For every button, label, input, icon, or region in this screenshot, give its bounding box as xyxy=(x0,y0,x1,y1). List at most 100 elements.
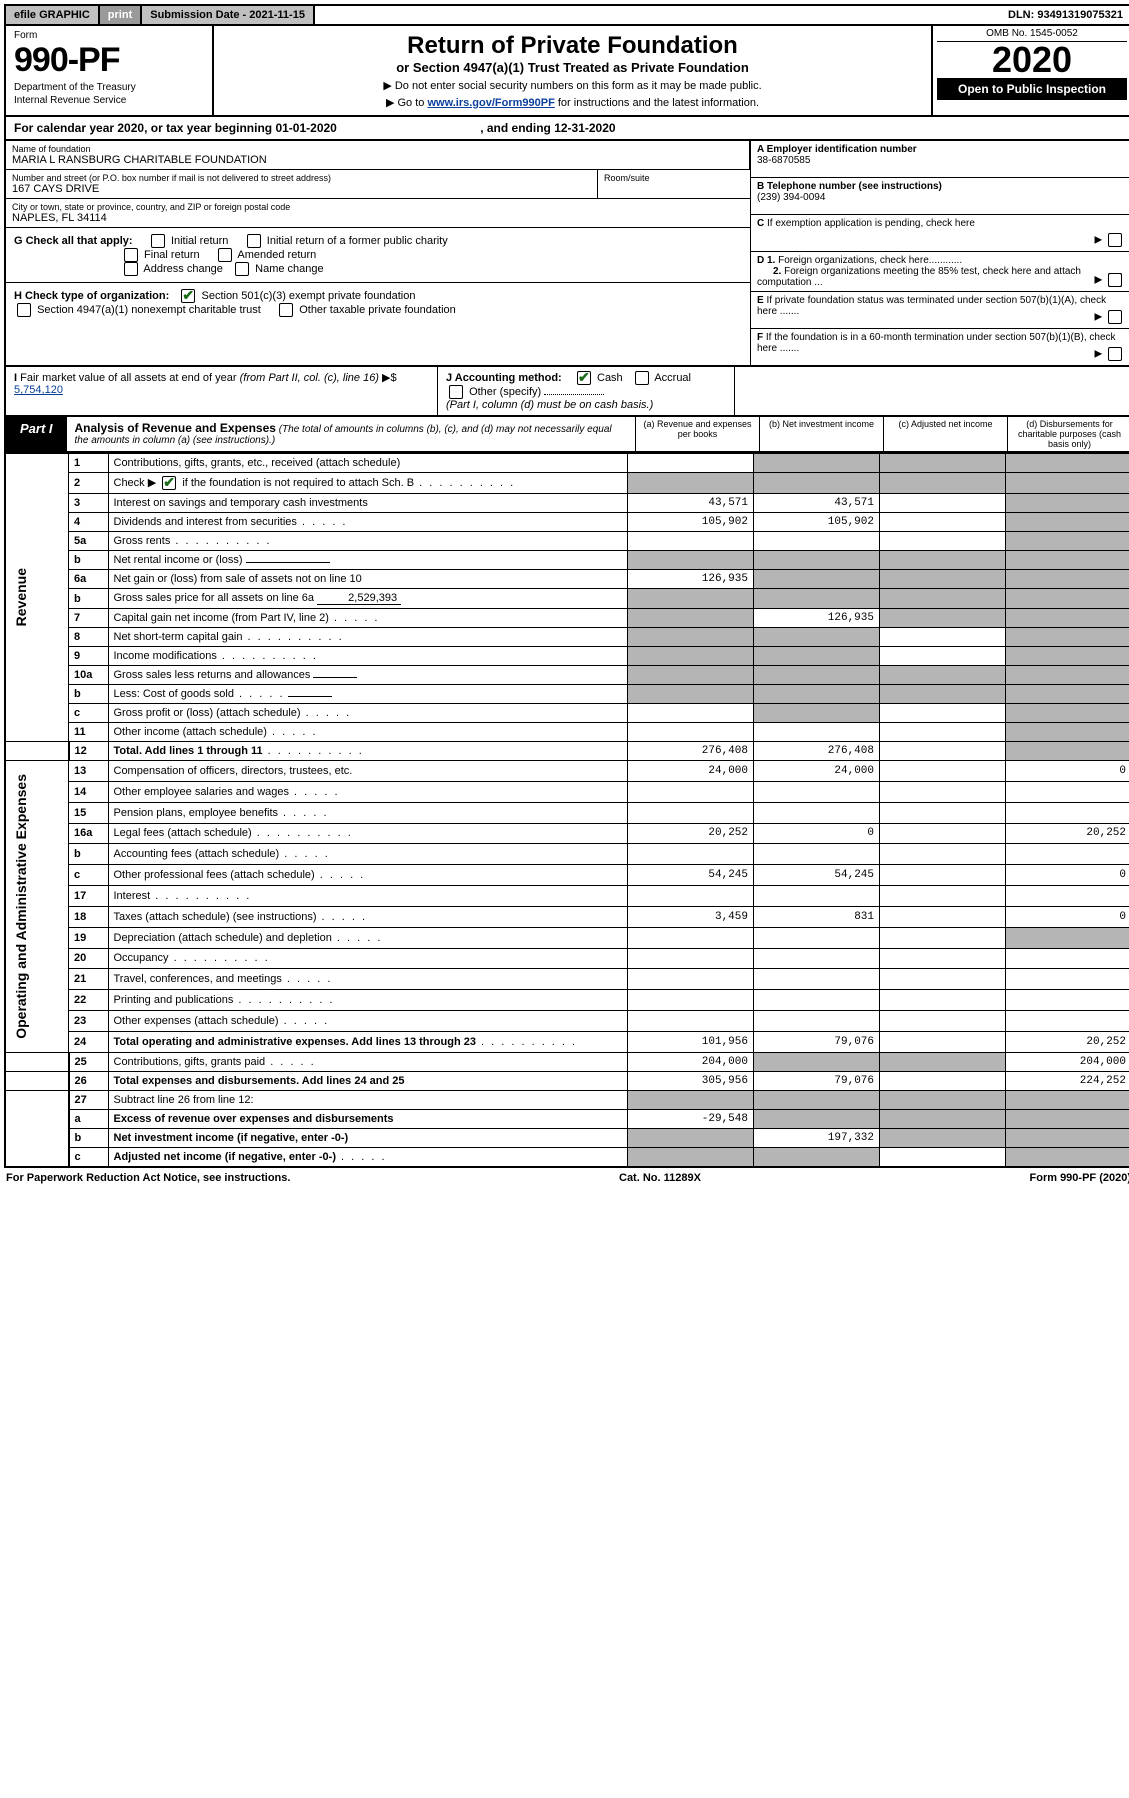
top-bar: efile GRAPHIC print Submission Date - 20… xyxy=(4,4,1129,26)
chk-name-change[interactable] xyxy=(235,262,249,276)
row-27b: bNet investment income (if negative, ent… xyxy=(5,1128,1129,1147)
phone-value: (239) 394-0094 xyxy=(757,192,1125,203)
tax-year: 2020 xyxy=(937,42,1127,78)
chk-final-return[interactable] xyxy=(124,248,138,262)
row-16a: 16aLegal fees (attach schedule)20,252020… xyxy=(5,823,1129,844)
instr-goto: ▶ Go to www.irs.gov/Form990PF for instru… xyxy=(224,96,921,109)
form-subtitle: or Section 4947(a)(1) Trust Treated as P… xyxy=(224,60,921,75)
col-c-header: (c) Adjusted net income xyxy=(883,417,1007,451)
chk-4947a1[interactable] xyxy=(17,303,31,317)
revenue-section-label: Revenue xyxy=(11,558,31,636)
form-id-footer: Form 990-PF (2020) xyxy=(1030,1172,1129,1184)
chk-address-change[interactable] xyxy=(124,262,138,276)
row-19: 19Depreciation (attach schedule) and dep… xyxy=(5,927,1129,948)
row-5a: 5aGross rents xyxy=(5,532,1129,551)
row-24: 24Total operating and administrative exp… xyxy=(5,1031,1129,1052)
irs-link[interactable]: www.irs.gov/Form990PF xyxy=(427,97,554,109)
print-button[interactable]: print xyxy=(100,6,142,24)
room-label: Room/suite xyxy=(604,173,744,183)
form-title: Return of Private Foundation xyxy=(224,32,921,60)
open-to-public: Open to Public Inspection xyxy=(937,78,1127,100)
row-10c: cGross profit or (loss) (attach schedule… xyxy=(5,704,1129,723)
part1-table: Revenue 1 Contributions, gifts, grants, … xyxy=(4,453,1129,1168)
g-check-row: G Check all that apply: Initial return I… xyxy=(6,228,750,283)
opex-section-label: Operating and Administrative Expenses xyxy=(11,764,31,1049)
part1-label: Part I xyxy=(6,417,67,451)
chk-d2-85pct[interactable] xyxy=(1108,273,1122,287)
chk-sch-b[interactable] xyxy=(162,476,176,490)
page-footer: For Paperwork Reduction Act Notice, see … xyxy=(4,1168,1129,1184)
row-7: 7Capital gain net income (from Part IV, … xyxy=(5,609,1129,628)
row-2: 2 Check ▶ if the foundation is not requi… xyxy=(5,473,1129,494)
h-check-row: H Check type of organization: Section 50… xyxy=(6,283,750,323)
row-27a: aExcess of revenue over expenses and dis… xyxy=(5,1109,1129,1128)
row-5b: bNet rental income or (loss) xyxy=(5,551,1129,570)
j-note: (Part I, column (d) must be on cash basi… xyxy=(446,399,653,411)
row-27: 27Subtract line 26 from line 12: xyxy=(5,1090,1129,1109)
form-label: Form xyxy=(14,30,204,41)
street-value: 167 CAYS DRIVE xyxy=(12,183,591,195)
row-25: 25Contributions, gifts, grants paid 204,… xyxy=(5,1052,1129,1071)
col-b-header: (b) Net investment income xyxy=(759,417,883,451)
fmv-link[interactable]: 5,754,120 xyxy=(14,384,63,396)
efile-label: efile GRAPHIC xyxy=(6,6,100,24)
chk-amended-return[interactable] xyxy=(218,248,232,262)
chk-initial-return[interactable] xyxy=(151,234,165,248)
row-11: 11Other income (attach schedule) xyxy=(5,723,1129,742)
chk-cash[interactable] xyxy=(577,371,591,385)
ein-value: 38-6870585 xyxy=(757,155,1125,166)
submission-date: Submission Date - 2021-11-15 xyxy=(142,6,315,24)
chk-accrual[interactable] xyxy=(635,371,649,385)
chk-f-60month[interactable] xyxy=(1108,347,1122,361)
dept-irs: Internal Revenue Service xyxy=(14,95,204,106)
row-9: 9Income modifications xyxy=(5,647,1129,666)
ij-block: I Fair market value of all assets at end… xyxy=(4,367,1129,417)
entity-info-grid: Name of foundation MARIA L RANSBURG CHAR… xyxy=(4,141,1129,367)
city-label: City or town, state or province, country… xyxy=(12,202,744,212)
row-18: 18Taxes (attach schedule) (see instructi… xyxy=(5,906,1129,927)
row-23: 23Other expenses (attach schedule) xyxy=(5,1011,1129,1032)
row-14: 14Other employee salaries and wages xyxy=(5,781,1129,802)
dept-treasury: Department of the Treasury xyxy=(14,82,204,93)
row-10b: bLess: Cost of goods sold xyxy=(5,685,1129,704)
row-13: Operating and Administrative Expenses 13… xyxy=(5,761,1129,782)
dln: DLN: 93491319075321 xyxy=(1000,6,1129,24)
chk-other-taxable[interactable] xyxy=(279,303,293,317)
row-17: 17Interest xyxy=(5,886,1129,907)
row-27c: cAdjusted net income (if negative, enter… xyxy=(5,1147,1129,1167)
row-4: 4Dividends and interest from securities … xyxy=(5,513,1129,532)
chk-other-method[interactable] xyxy=(449,385,463,399)
chk-initial-former[interactable] xyxy=(247,234,261,248)
ein-label: A Employer identification number xyxy=(757,144,1125,155)
row-10a: 10aGross sales less returns and allowanc… xyxy=(5,666,1129,685)
instr-no-ssn: ▶ Do not enter social security numbers o… xyxy=(224,79,921,92)
row-8: 8Net short-term capital gain xyxy=(5,628,1129,647)
row-6b: bGross sales price for all assets on lin… xyxy=(5,589,1129,609)
row-21: 21Travel, conferences, and meetings xyxy=(5,969,1129,990)
city-value: NAPLES, FL 34114 xyxy=(12,212,744,224)
phone-label: B Telephone number (see instructions) xyxy=(757,181,1125,192)
calendar-year-row: For calendar year 2020, or tax year begi… xyxy=(4,117,1129,141)
chk-c-pending[interactable] xyxy=(1108,233,1122,247)
d2-label: 2. Foreign organizations meeting the 85%… xyxy=(757,266,1081,288)
part1-title: Analysis of Revenue and Expenses xyxy=(75,421,276,435)
row-12: 12Total. Add lines 1 through 11 276,4082… xyxy=(5,742,1129,761)
name-label: Name of foundation xyxy=(12,144,743,154)
row-26: 26Total expenses and disbursements. Add … xyxy=(5,1071,1129,1090)
cat-no: Cat. No. 11289X xyxy=(619,1172,701,1184)
row-16c: cOther professional fees (attach schedul… xyxy=(5,865,1129,886)
row-6a: 6aNet gain or (loss) from sale of assets… xyxy=(5,570,1129,589)
row-22: 22Printing and publications xyxy=(5,990,1129,1011)
d1-label: D 1. Foreign organizations, check here..… xyxy=(757,255,962,266)
chk-501c3[interactable] xyxy=(181,289,195,303)
col-d-header: (d) Disbursements for charitable purpose… xyxy=(1007,417,1129,451)
row-16b: bAccounting fees (attach schedule) xyxy=(5,844,1129,865)
form-header: Form 990-PF Department of the Treasury I… xyxy=(4,26,1129,117)
f-label: F If the foundation is in a 60-month ter… xyxy=(757,332,1116,354)
row-3: 3Interest on savings and temporary cash … xyxy=(5,494,1129,513)
foundation-name: MARIA L RANSBURG CHARITABLE FOUNDATION xyxy=(12,154,743,166)
row-1: Revenue 1 Contributions, gifts, grants, … xyxy=(5,454,1129,473)
row-20: 20Occupancy xyxy=(5,948,1129,969)
chk-e-terminated[interactable] xyxy=(1108,310,1122,324)
c-exemption-label: C If exemption application is pending, c… xyxy=(757,218,975,229)
